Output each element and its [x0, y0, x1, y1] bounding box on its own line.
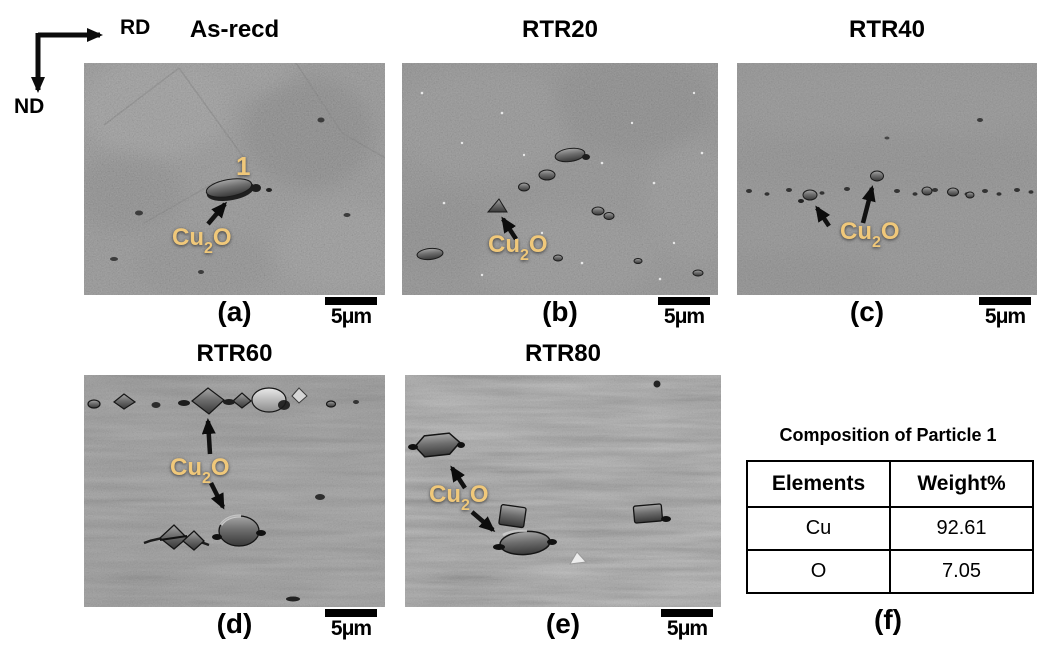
weight-cell: 92.61 [889, 506, 1034, 551]
table-row-o: O 7.05 [746, 549, 1034, 594]
cu2o-label: Cu2O [488, 231, 548, 264]
panel-a-title: As-recd [189, 16, 280, 43]
scale-bar-line [658, 297, 710, 305]
panel-c-label: (c) [849, 296, 885, 327]
scale-bar-text: 5μm [330, 305, 372, 328]
annotation-arrow [208, 481, 226, 510]
panel-a: As-recd 1 [84, 14, 385, 334]
panel-c: RTR40 [737, 14, 1037, 334]
panel-c-title: RTR40 [848, 16, 926, 43]
sem-image-a [84, 63, 385, 295]
cu2o-label: Cu2O [429, 481, 489, 514]
element-cell: O [746, 549, 891, 594]
cu2o-label: Cu2O [170, 454, 230, 487]
scale-bar-text: 5μm [330, 617, 372, 640]
panel-d-title: RTR60 [196, 340, 273, 367]
panel-e-label: (e) [545, 608, 581, 639]
sem-image-c [737, 63, 1037, 295]
element-cell: Cu [746, 506, 891, 551]
scale-bar-b: 5μm [658, 297, 710, 328]
scale-bar-d: 5μm [325, 609, 377, 640]
weight-cell: 7.05 [889, 549, 1034, 594]
cu2o-particle-1 [205, 178, 255, 202]
sem-image-e [405, 375, 721, 607]
panel-e: RTR80 [405, 340, 721, 652]
panel-e-title: RTR80 [524, 340, 602, 367]
annotation-arrow [815, 205, 831, 228]
sem-image-b [402, 63, 718, 295]
panel-a-label: (a) [217, 296, 252, 327]
scale-bar-line [325, 609, 377, 617]
scale-bar-text: 5μm [984, 305, 1026, 328]
scale-bar-line [325, 297, 377, 305]
annotation-arrow [470, 510, 496, 532]
panel-f-label: (f) [874, 604, 902, 635]
composition-table-title: Composition of Particle 1 [779, 425, 997, 445]
composition-table: Elements Weight% Cu 92.61 O 7.05 [746, 460, 1034, 594]
annotation-arrow [501, 216, 518, 241]
table-header-row: Elements Weight% [746, 460, 1034, 508]
nd-axis-label: ND [14, 95, 45, 118]
scale-bar-a: 5μm [325, 297, 377, 328]
cu2o-label: Cu2O [840, 218, 900, 251]
scale-bar-text: 5μm [663, 305, 705, 328]
panel-f: Composition of Particle 1 Elements Weigh… [738, 390, 1038, 660]
panel-b-title: RTR20 [521, 16, 599, 43]
col-header-elements: Elements [746, 460, 891, 508]
scale-bar-e: 5μm [661, 609, 713, 640]
particle-number-label: 1 [236, 151, 251, 181]
orientation-axes [31, 28, 103, 93]
annotation-arrow [201, 418, 216, 455]
sem-image-d [84, 375, 385, 607]
scale-bar-line [979, 297, 1031, 305]
annotation-arrow [206, 201, 227, 226]
annotation-arrow [450, 465, 467, 490]
cu2o-label: Cu2O [172, 224, 232, 257]
scale-bar-text: 5μm [666, 617, 708, 640]
scale-bar-c: 5μm [979, 297, 1031, 328]
annotation-arrow [860, 185, 876, 224]
panel-b-label: (b) [542, 296, 578, 327]
table-row-cu: Cu 92.61 [746, 506, 1034, 551]
panel-d: RTR60 [84, 340, 385, 652]
col-header-weight: Weight% [889, 460, 1034, 508]
panel-d-label: (d) [216, 608, 253, 639]
panel-b: RTR20 [402, 14, 718, 334]
rd-axis-label: RD [120, 16, 151, 39]
scale-bar-line [661, 609, 713, 617]
